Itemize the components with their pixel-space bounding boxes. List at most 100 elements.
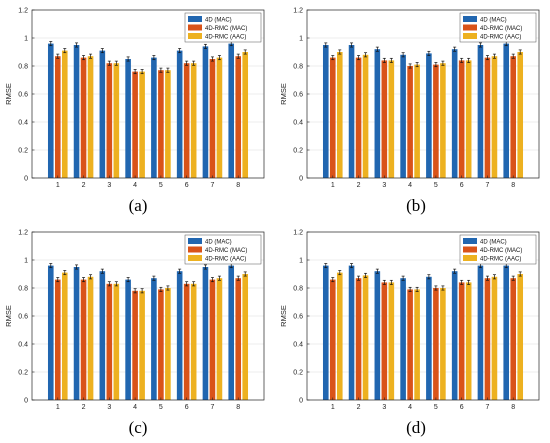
bar xyxy=(107,284,113,400)
x-tick-label: 7 xyxy=(485,182,489,189)
bar xyxy=(459,60,465,178)
y-tick-label: 0.8 xyxy=(18,64,28,71)
x-tick-label: 3 xyxy=(382,182,386,189)
y-tick-label: 0.8 xyxy=(293,286,303,293)
bar xyxy=(139,291,145,400)
legend-swatch xyxy=(188,247,202,253)
legend-label: 4D-RMC (AAC) xyxy=(480,34,521,40)
caption-c: (c) xyxy=(108,418,168,438)
bar xyxy=(414,289,420,400)
bar xyxy=(125,280,131,400)
bar xyxy=(151,278,157,400)
x-tick-label: 1 xyxy=(331,182,335,189)
bar xyxy=(132,291,138,400)
x-tick-label: 3 xyxy=(382,404,386,411)
bar xyxy=(407,66,413,178)
x-tick-label: 8 xyxy=(236,182,240,189)
x-tick-label: 5 xyxy=(159,182,163,189)
bar xyxy=(337,52,343,178)
y-axis-label: RMSE xyxy=(279,305,288,327)
bar xyxy=(165,70,171,178)
x-tick-label: 2 xyxy=(82,404,86,411)
bar xyxy=(330,58,336,178)
y-tick-label: 0 xyxy=(299,176,303,183)
caption-a: (a) xyxy=(108,196,168,216)
bar xyxy=(177,51,183,178)
legend-swatch xyxy=(188,16,202,22)
bar xyxy=(433,288,439,400)
legend-label: 4D-RMC (MAC) xyxy=(480,26,522,32)
x-axis-label: Resp Phase xyxy=(403,411,444,412)
y-tick-label: 1.2 xyxy=(293,230,303,237)
bar xyxy=(433,65,439,178)
chart-panel-c: 0 0.2 0.4 0.6 0.8 1 1.2 1 2 3 4 5 6 7 8 Resp Phase RMSE 4… xyxy=(0,222,275,412)
y-tick-label: 1 xyxy=(299,36,303,43)
bar xyxy=(323,266,329,400)
legend-label: 4D-RMC (MAC) xyxy=(205,248,247,254)
y-tick-label: 0.8 xyxy=(293,64,303,71)
bar xyxy=(88,56,94,178)
y-tick-label: 0.6 xyxy=(293,314,303,321)
bar xyxy=(375,49,381,178)
bar xyxy=(349,266,355,400)
y-tick-label: 1.2 xyxy=(293,8,303,15)
bar xyxy=(242,52,248,178)
bar xyxy=(228,266,234,400)
x-tick-label: 5 xyxy=(159,404,163,411)
legend-label: 4D (MAC) xyxy=(480,239,507,245)
bar xyxy=(203,267,209,400)
bar xyxy=(88,277,94,400)
x-axis-label: Resp Phase xyxy=(403,189,444,190)
y-tick-label: 1 xyxy=(299,258,303,265)
bar xyxy=(478,45,484,178)
bar xyxy=(510,278,516,400)
bar xyxy=(375,271,381,400)
bar xyxy=(382,60,388,178)
y-tick-label: 0.6 xyxy=(18,314,28,321)
bar xyxy=(466,60,472,178)
y-tick-label: 0.2 xyxy=(18,370,28,377)
y-tick-label: 0.4 xyxy=(293,120,303,127)
legend-swatch xyxy=(463,238,477,244)
bar xyxy=(517,274,523,400)
legend-label: 4D-RMC (AAC) xyxy=(205,256,246,262)
bar xyxy=(125,59,131,178)
bar xyxy=(389,282,395,400)
bar xyxy=(191,63,197,178)
x-tick-label: 4 xyxy=(408,404,412,411)
bar xyxy=(114,284,120,400)
bar xyxy=(81,58,87,178)
y-tick-label: 0.4 xyxy=(293,342,303,349)
y-tick-label: 0 xyxy=(24,176,28,183)
y-tick-label: 1 xyxy=(24,36,28,43)
bar xyxy=(503,44,509,178)
x-tick-label: 4 xyxy=(133,404,137,411)
bar xyxy=(389,60,395,178)
legend-swatch xyxy=(463,25,477,31)
bar xyxy=(114,63,120,178)
x-tick-label: 1 xyxy=(56,404,60,411)
x-tick-label: 2 xyxy=(82,182,86,189)
bar xyxy=(235,56,241,178)
bar xyxy=(478,266,484,400)
bar xyxy=(100,51,106,178)
legend-label: 4D (MAC) xyxy=(480,17,507,23)
y-tick-label: 1.2 xyxy=(18,230,28,237)
y-tick-label: 0.2 xyxy=(18,148,28,155)
legend-swatch xyxy=(463,247,477,253)
bar xyxy=(492,56,498,178)
bar xyxy=(48,44,54,178)
y-tick-label: 0.2 xyxy=(293,148,303,155)
x-tick-label: 8 xyxy=(236,404,240,411)
x-axis-label: Resp Phase xyxy=(128,189,169,190)
chart-panel-a: 0 0.2 0.4 0.6 0.8 1 1.2 1 2 3 4 5 6 7 8 Resp Phase RMSE 4… xyxy=(0,0,275,190)
legend-label: 4D (MAC) xyxy=(205,17,232,23)
bar xyxy=(203,46,209,178)
bar xyxy=(503,266,509,400)
y-tick-label: 0.4 xyxy=(18,120,28,127)
bar xyxy=(191,284,197,400)
bar xyxy=(510,56,516,178)
chart-panel-b: 0 0.2 0.4 0.6 0.8 1 1.2 1 2 3 4 5 6 7 8 Resp Phase RMSE 4… xyxy=(275,0,550,190)
bar xyxy=(158,70,164,178)
legend-swatch xyxy=(463,16,477,22)
